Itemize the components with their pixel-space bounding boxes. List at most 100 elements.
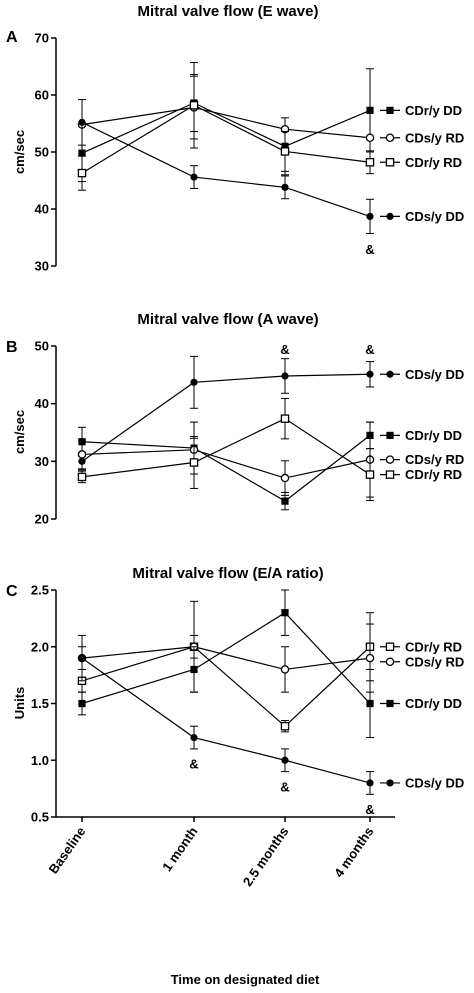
y-tick-label: 50 bbox=[35, 339, 49, 354]
significance-marker: & bbox=[365, 242, 374, 257]
data-point bbox=[365, 653, 375, 663]
series-cds-y-rd: CDs/y RD bbox=[77, 421, 464, 498]
data-point bbox=[280, 665, 290, 674]
data-point bbox=[281, 756, 289, 764]
series-cdr-y-rd: CDr/y RD bbox=[77, 612, 462, 733]
y-tick-label: 2.5 bbox=[31, 583, 49, 598]
significance-marker: & bbox=[365, 802, 374, 817]
y-tick-label: 40 bbox=[35, 202, 49, 217]
data-point bbox=[280, 147, 290, 156]
series-cds-y-dd: CDs/y DD bbox=[78, 99, 464, 235]
legend-marker bbox=[385, 657, 395, 667]
legend-label: CDr/y RD bbox=[405, 639, 462, 654]
significance-marker: & bbox=[189, 757, 198, 772]
y-tick-label: 60 bbox=[35, 88, 49, 103]
y-tick-label: 0.5 bbox=[31, 810, 49, 825]
legend-marker bbox=[385, 455, 395, 464]
y-axis-label: cm/sec bbox=[12, 410, 27, 454]
data-point bbox=[280, 414, 290, 423]
data-point bbox=[281, 372, 289, 380]
series-cds-y-dd: CDs/y DD bbox=[78, 355, 464, 471]
panel-letter: B bbox=[6, 339, 18, 356]
legend-marker bbox=[385, 133, 395, 142]
legend-marker bbox=[385, 158, 395, 167]
chart-title: Mitral valve flow (E wave) bbox=[138, 3, 319, 20]
y-tick-label: 40 bbox=[35, 396, 49, 411]
y-tick-label: 2.0 bbox=[31, 639, 49, 654]
y-axis-label: Units bbox=[12, 687, 27, 720]
data-point bbox=[281, 183, 289, 191]
panel-a: Mitral valve flow (E wave) A 30 40 50 60 70 cm/… bbox=[6, 3, 464, 274]
data-point bbox=[190, 378, 198, 386]
x-tick-label: Baseline bbox=[45, 824, 88, 876]
y-tick-label: 50 bbox=[35, 145, 49, 160]
panel-letter: C bbox=[6, 583, 18, 600]
series-cdr-y-rd: CDr/y RD bbox=[77, 62, 462, 191]
data-point bbox=[78, 699, 86, 708]
legend-marker bbox=[386, 212, 394, 221]
data-point bbox=[78, 118, 86, 126]
series-line bbox=[81, 417, 371, 478]
data-point bbox=[365, 158, 375, 167]
y-tick-label: 30 bbox=[35, 259, 49, 274]
data-point bbox=[365, 470, 375, 479]
legend-label: CDr/y DD bbox=[405, 696, 462, 711]
legend-label: CDs/y RD bbox=[405, 452, 464, 467]
x-tick-label: 2.5 months bbox=[240, 824, 292, 889]
legend-label: CDr/y DD bbox=[405, 428, 462, 443]
data-point bbox=[77, 472, 87, 482]
legend-label: CDr/y RD bbox=[405, 467, 462, 482]
legend-label: CDr/y RD bbox=[405, 155, 462, 170]
panel-letter: A bbox=[6, 29, 18, 46]
legend-marker bbox=[385, 470, 395, 479]
data-point bbox=[365, 133, 375, 142]
data-point bbox=[78, 149, 86, 157]
legend-marker bbox=[386, 431, 394, 439]
series-cds-y-rd: CDs/y RD bbox=[77, 600, 464, 693]
data-point bbox=[366, 779, 374, 787]
data-point bbox=[280, 721, 290, 731]
data-point bbox=[190, 733, 198, 742]
legend-label: CDs/y DD bbox=[405, 775, 464, 790]
series-line bbox=[81, 121, 371, 217]
x-axis: Baseline 1 month 2.5 months 4 months bbox=[45, 816, 395, 889]
legend-marker bbox=[386, 779, 394, 787]
chart-title: Mitral valve flow (E/A ratio) bbox=[132, 565, 323, 582]
panel-c: Mitral valve flow (E/A ratio) C 0.5 1.0 1.5 2… bbox=[6, 565, 464, 825]
data-point bbox=[77, 450, 87, 459]
y-axis-label: cm/sec bbox=[12, 130, 27, 174]
legend-label: CDs/y RD bbox=[405, 654, 464, 669]
data-point bbox=[366, 212, 374, 221]
data-point bbox=[78, 654, 86, 662]
significance-marker: & bbox=[280, 342, 289, 357]
data-point bbox=[190, 665, 198, 674]
legend-label: CDr/y DD bbox=[405, 103, 462, 118]
y-tick-label: 20 bbox=[35, 512, 49, 527]
legend-marker bbox=[386, 106, 394, 114]
y-tick-label: 1.5 bbox=[31, 696, 49, 711]
data-point bbox=[280, 473, 290, 483]
series-line bbox=[81, 102, 371, 154]
data-point bbox=[281, 497, 289, 505]
data-point bbox=[189, 101, 199, 110]
significance-marker: & bbox=[280, 779, 289, 794]
series-line bbox=[81, 449, 371, 479]
series-line bbox=[81, 434, 371, 502]
panel-b: Mitral valve flow (A wave) B 20 30 40 50 cm/se… bbox=[6, 311, 464, 527]
data-point bbox=[366, 370, 374, 378]
series-line bbox=[81, 657, 371, 784]
y-tick-label: 30 bbox=[35, 454, 49, 469]
x-tick-label: 4 months bbox=[331, 824, 376, 880]
series-line bbox=[81, 106, 371, 139]
series-cdr-y-rd: CDr/y RD bbox=[77, 397, 462, 502]
series-cds-y-dd: CDs/y DD bbox=[78, 646, 464, 795]
series-line bbox=[81, 611, 371, 705]
legend-marker bbox=[386, 370, 394, 378]
data-point bbox=[281, 609, 289, 617]
y-tick-label: 1.0 bbox=[31, 753, 49, 768]
series-cdr-y-dd: CDr/y DD bbox=[78, 589, 462, 739]
x-tick-label: 1 month bbox=[159, 824, 200, 874]
x-axis-title: Time on designated diet bbox=[171, 972, 320, 987]
series-line bbox=[81, 104, 371, 174]
